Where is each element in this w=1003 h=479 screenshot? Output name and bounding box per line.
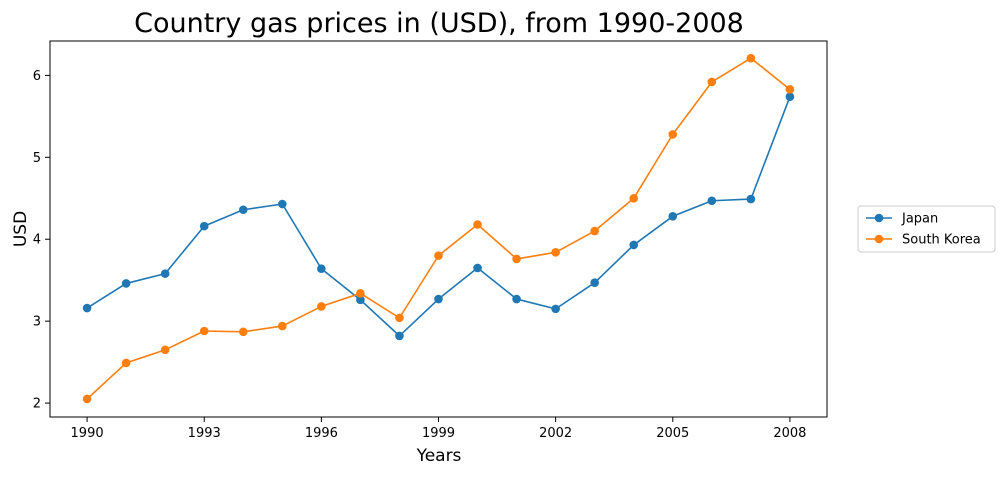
series-group (82, 53, 795, 404)
data-point-japan (82, 303, 92, 313)
y-tick-label: 3 (33, 315, 41, 330)
data-point-south-korea (785, 85, 795, 94)
x-tick-label: 2002 (539, 426, 572, 441)
x-tick-label: 1993 (188, 426, 221, 441)
data-point-japan (121, 279, 131, 288)
data-point-south-korea (473, 220, 482, 229)
chart-title: Country gas prices in (USD), from 1990-2… (134, 8, 744, 39)
data-point-japan (473, 263, 482, 273)
data-point-japan (356, 295, 365, 305)
data-point-south-korea (82, 394, 92, 404)
data-point-south-korea (707, 77, 717, 87)
series-south-korea (82, 53, 795, 404)
x-axis-label: Years (416, 446, 462, 466)
legend-label-japan: Japan (901, 212, 938, 227)
data-point-south-korea (434, 251, 443, 260)
legend-marker-japan (874, 213, 884, 223)
data-point-japan (434, 294, 443, 304)
plot-frame (49, 40, 828, 418)
x-tick-label: 1990 (71, 426, 104, 441)
data-point-south-korea (317, 302, 326, 311)
data-point-south-korea (356, 289, 365, 298)
x-axis-ticks: 1990 1993 1996 1999 2002 2005 2008 (71, 417, 806, 441)
data-point-japan (278, 199, 287, 209)
series-line-south-korea (86, 57, 791, 400)
data-point-south-korea (199, 326, 209, 336)
data-point-south-korea (160, 345, 170, 355)
data-point-south-korea (629, 193, 639, 203)
data-point-south-korea (121, 358, 131, 368)
data-point-japan (551, 304, 560, 314)
y-axis-label: USD (11, 211, 31, 247)
series-japan (82, 92, 795, 341)
data-point-south-korea (746, 53, 756, 63)
data-point-south-korea (238, 327, 248, 337)
data-point-japan (238, 205, 248, 215)
data-point-south-korea (551, 248, 560, 257)
data-point-japan (160, 269, 170, 278)
legend-label-south-korea: South Korea (902, 233, 981, 248)
data-point-japan (590, 278, 599, 287)
data-point-japan (746, 194, 756, 204)
y-axis-ticks: 2 3 4 5 6 (33, 69, 50, 412)
x-tick-label: 1999 (422, 426, 455, 441)
y-tick-label: 2 (33, 397, 41, 412)
legend: Japan South Korea (857, 205, 996, 253)
data-point-japan (629, 240, 639, 250)
legend-item-south-korea: South Korea (866, 233, 981, 248)
data-point-south-korea (668, 130, 678, 139)
data-point-south-korea (590, 226, 599, 236)
y-tick-label: 6 (33, 69, 41, 84)
x-tick-label: 2008 (773, 426, 806, 441)
legend-box (857, 205, 996, 253)
legend-item-japan: Japan (866, 212, 938, 227)
data-point-japan (668, 212, 678, 221)
data-point-japan (199, 221, 209, 231)
data-point-japan (317, 264, 326, 274)
plot-area (49, 40, 828, 418)
data-point-japan (395, 331, 404, 341)
y-tick-label: 4 (33, 233, 41, 248)
x-tick-label: 1996 (305, 426, 338, 441)
data-point-south-korea (395, 313, 404, 323)
data-point-japan (785, 92, 795, 101)
x-tick-label: 2005 (656, 426, 689, 441)
data-point-south-korea (278, 321, 287, 331)
data-point-japan (707, 196, 717, 206)
data-point-south-korea (512, 254, 521, 264)
data-point-japan (512, 294, 521, 304)
legend-marker-south-korea (874, 234, 884, 244)
y-tick-label: 5 (33, 151, 41, 166)
